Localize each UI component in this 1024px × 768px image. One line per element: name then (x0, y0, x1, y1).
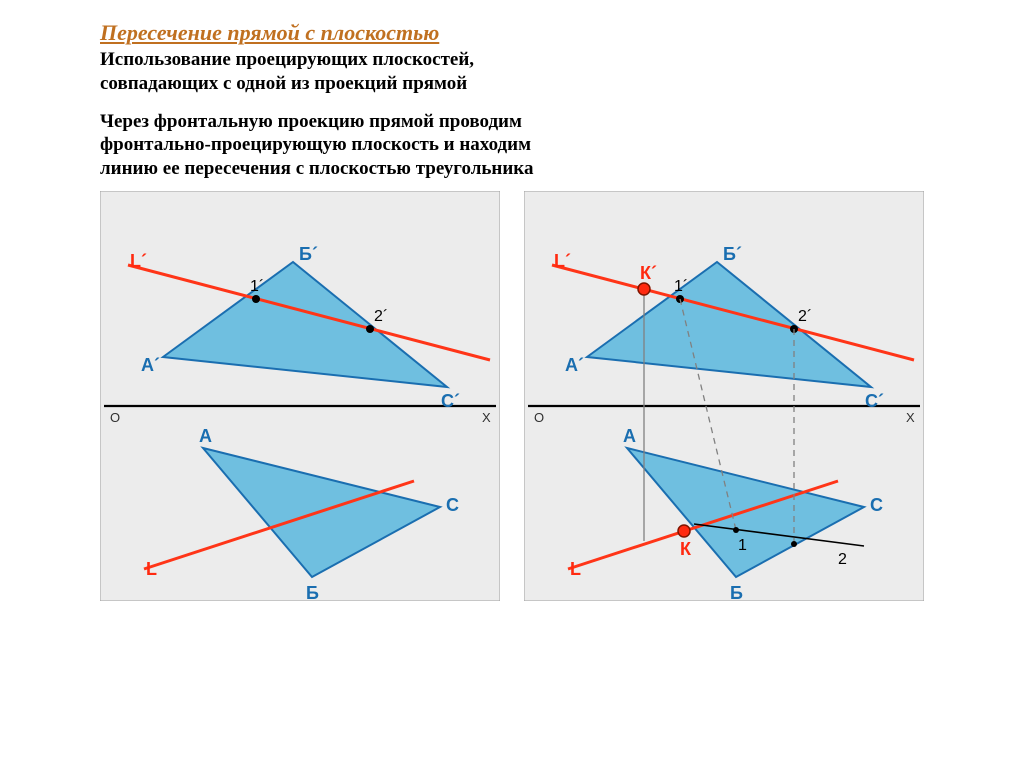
subtitle-line2: совпадающих с одной из проекций прямой (100, 73, 467, 94)
svg-text:1: 1 (738, 537, 747, 554)
diagrams-row: О Х 1´ 2´ А´ Б´ С´ А Б С L´ L О Х 1´ 2´ 1 2 К´ К А´ Б´ С´ А Б С L… (100, 191, 924, 601)
svg-text:L´: L´ (130, 251, 147, 271)
svg-text:1´: 1´ (674, 278, 688, 295)
svg-text:С: С (870, 495, 883, 515)
diagram-right: О Х 1´ 2´ 1 2 К´ К А´ Б´ С´ А Б С L´ L (524, 191, 924, 601)
svg-text:О: О (110, 410, 120, 425)
svg-text:К´: К´ (640, 263, 657, 283)
svg-text:Б: Б (730, 583, 743, 601)
svg-text:А´: А´ (141, 355, 160, 375)
svg-text:Б´: Б´ (723, 244, 742, 264)
svg-text:С´: С´ (865, 391, 884, 411)
svg-text:Х: Х (482, 410, 491, 425)
svg-text:О: О (534, 410, 544, 425)
svg-text:L: L (146, 559, 157, 579)
svg-text:С´: С´ (441, 391, 460, 411)
title: Пересечение прямой с плоскостью (100, 20, 924, 46)
svg-text:Б´: Б´ (299, 244, 318, 264)
svg-text:L´: L´ (554, 251, 571, 271)
svg-text:2´: 2´ (798, 308, 812, 325)
svg-text:2´: 2´ (374, 308, 388, 325)
svg-text:К: К (680, 539, 692, 559)
svg-text:Х: Х (906, 410, 915, 425)
svg-text:С: С (446, 495, 459, 515)
svg-text:1´: 1´ (250, 278, 264, 295)
svg-text:L: L (570, 559, 581, 579)
svg-text:А: А (623, 426, 636, 446)
subtitle-line1: Использование проецирующих плоскостей, (100, 49, 474, 70)
svg-text:Б: Б (306, 583, 319, 601)
svg-text:А: А (199, 426, 212, 446)
svg-text:А´: А´ (565, 355, 584, 375)
para-line2: фронтально-проецирующую плоскость и нахо… (100, 134, 531, 155)
para-line1: Через фронтальную проекцию прямой провод… (100, 111, 522, 132)
paragraph: Через фронтальную проекцию прямой провод… (100, 110, 924, 181)
subtitle: Использование проецирующих плоскостей, с… (100, 48, 924, 96)
svg-text:2: 2 (838, 551, 847, 568)
diagram-left: О Х 1´ 2´ А´ Б´ С´ А Б С L´ L (100, 191, 500, 601)
para-line3: линию ее пересечения с плоскостью треуго… (100, 158, 533, 179)
